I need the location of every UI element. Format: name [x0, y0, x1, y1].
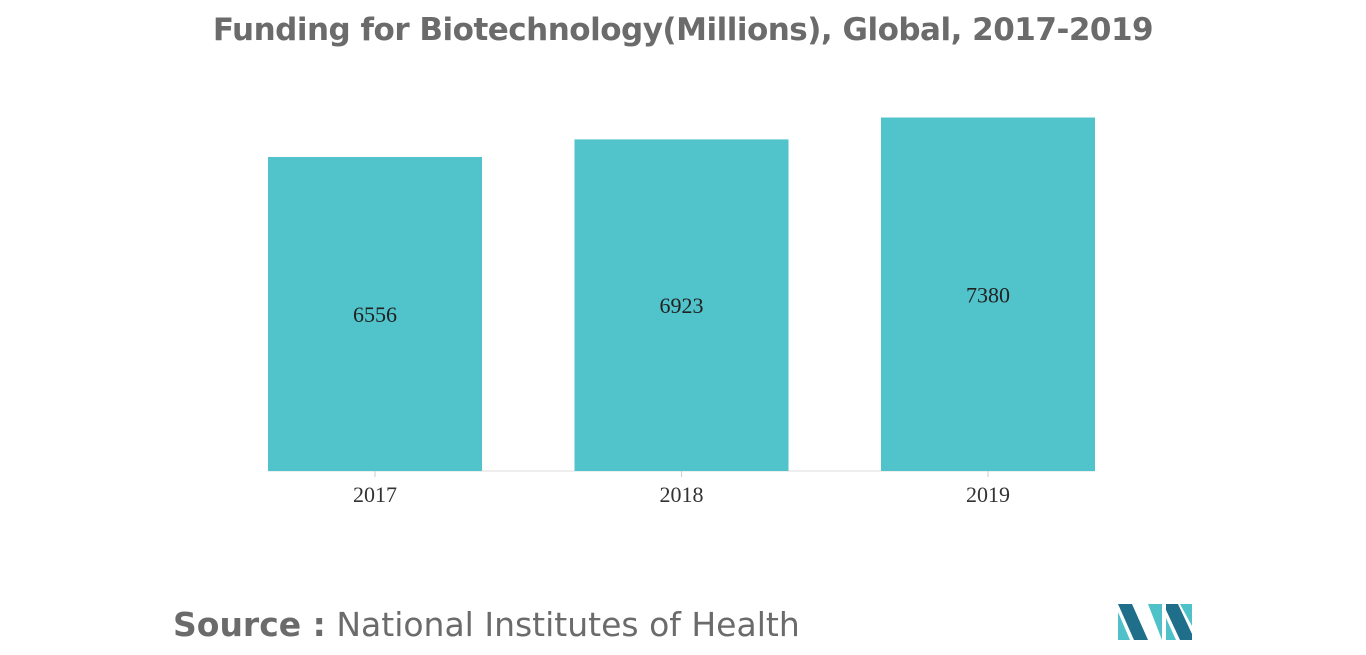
bar-value-label-2017: 6556 [353, 302, 397, 327]
source-text: National Institutes of Health [336, 605, 800, 644]
bar-chart: 6556 6923 7380 2017 2018 2019 [268, 117, 1095, 507]
mordor-intelligence-logo-icon [1118, 604, 1192, 640]
bar-2018 [574, 139, 789, 471]
bar-value-label-2018: 6923 [660, 293, 704, 318]
bar-value-label-2019: 7380 [966, 282, 1010, 307]
bar-2017 [268, 156, 482, 471]
x-tick-label-2019: 2019 [966, 482, 1010, 507]
bar-2019 [881, 117, 1095, 472]
x-tick-label-2018: 2018 [660, 482, 704, 507]
source-caption: Source : National Institutes of Health [173, 605, 800, 644]
source-label: Source : [173, 605, 326, 644]
x-tick-label-2017: 2017 [353, 482, 397, 507]
chart-title: Funding for Biotechnology(Millions), Glo… [212, 12, 1154, 48]
